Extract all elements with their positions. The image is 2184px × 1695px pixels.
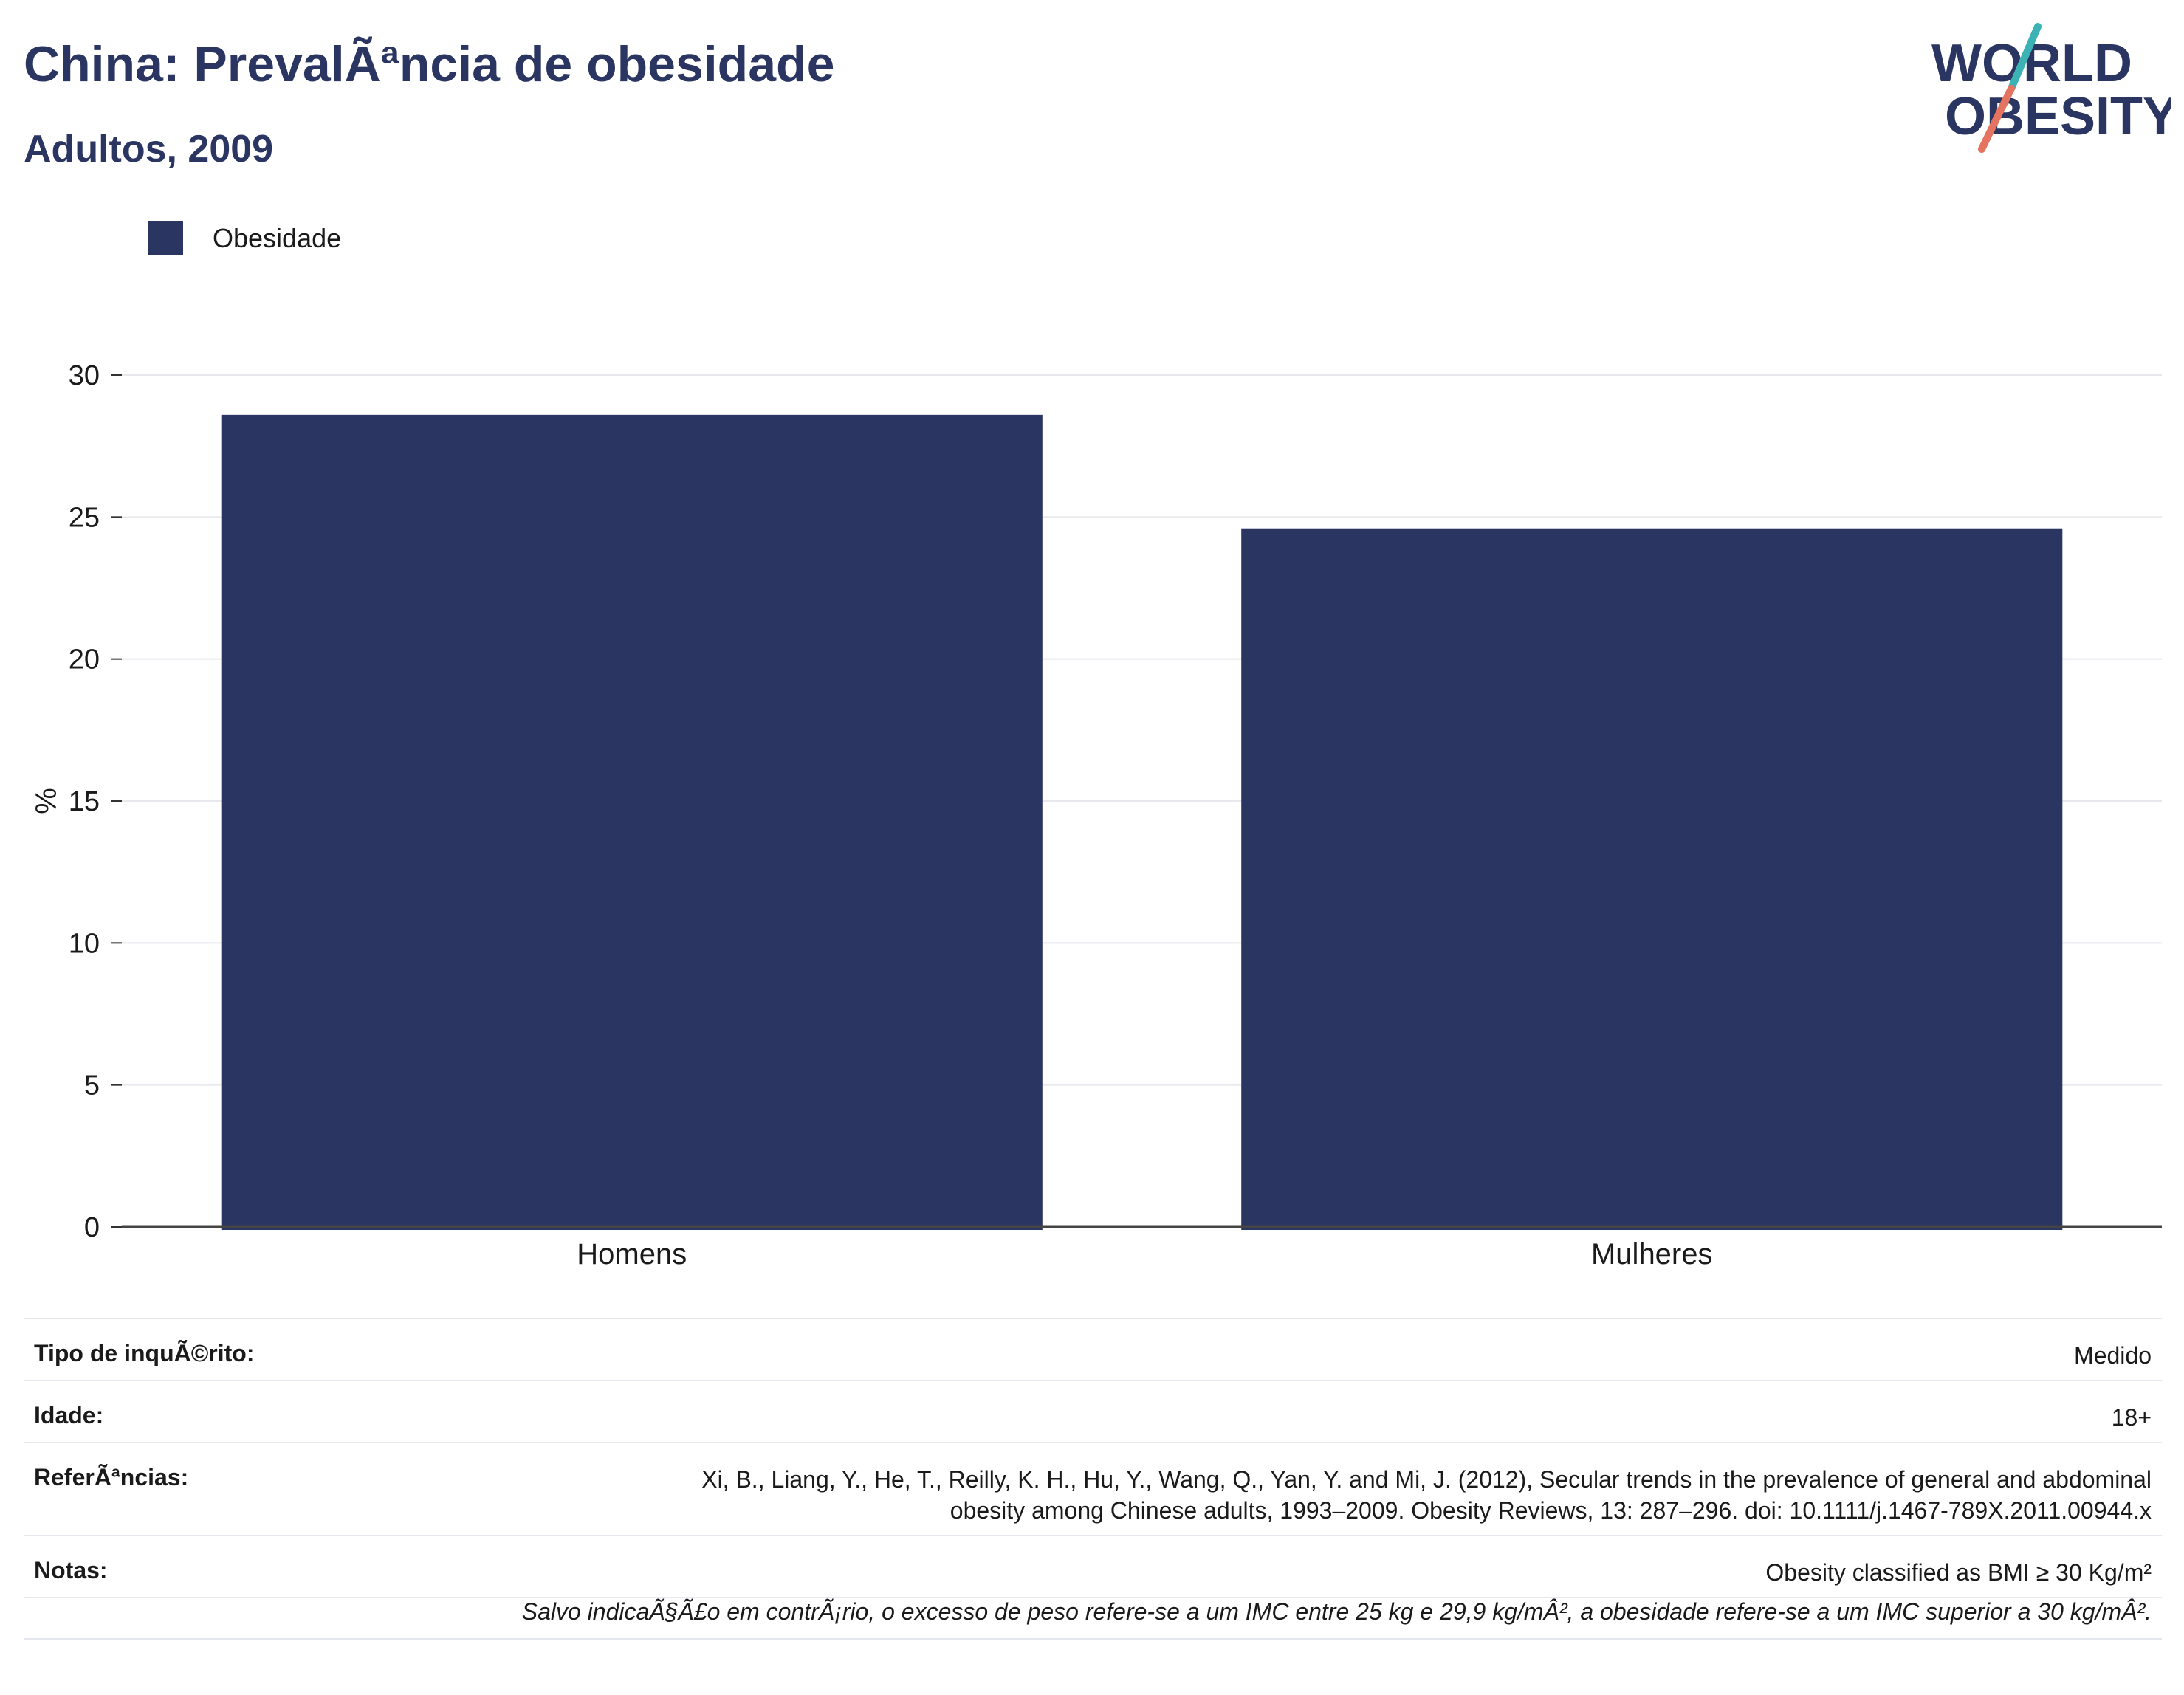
references-value: Xi, B., Liang, Y., He, T., Reilly, K. H.… — [354, 1442, 2162, 1536]
references-line-1: Xi, B., Liang, Y., He, T., Reilly, K. H.… — [701, 1466, 2152, 1493]
info-row-notes: Notas: Obesity classified as BMI ≥ 30 Kg… — [24, 1535, 2162, 1598]
bar-chart: 0 5 10 15 20 25 30% Homens Mulheres — [30, 360, 2162, 1271]
y-tick-label-30: 30 — [69, 360, 100, 391]
y-tick-label-5: 5 — [84, 1070, 100, 1101]
info-table: Tipo de inquÃ©rito: Medido Idade: 18+ Re… — [24, 1318, 2162, 1640]
legend-label-obesidade: Obesidade — [213, 223, 342, 253]
survey-type-label: Tipo de inquÃ©rito: — [24, 1318, 354, 1381]
info-row-references: ReferÃªncias: Xi, B., Liang, Y., He, T.,… — [24, 1442, 2162, 1536]
logo-slash-teal — [2008, 23, 2042, 92]
x-tick-label-homens: Homens — [577, 1238, 687, 1271]
logo-word-obesity: OBESITY — [1945, 87, 2171, 146]
bar-homens — [221, 414, 1043, 1231]
chart-title: China: PrevalÃªncia de obesidade — [24, 36, 835, 92]
info-row-age: Idade: 18+ — [24, 1380, 2162, 1443]
y-tick-label-25: 25 — [69, 502, 100, 533]
age-label: Idade: — [24, 1380, 354, 1443]
bar-mulheres — [1241, 528, 2063, 1230]
world-obesity-logo: WORLD OBESITY — [1931, 23, 2171, 153]
x-tick-label-mulheres: Mulheres — [1591, 1238, 1713, 1271]
y-axis-title: % — [30, 788, 63, 814]
y-tick-label-20: 20 — [69, 644, 100, 675]
legend-swatch-obesidade — [148, 221, 183, 255]
y-tick-label-10: 10 — [69, 928, 100, 959]
info-row-footnote: Salvo indicaÃ§Ã£o em contrÃ¡rio, o exces… — [24, 1597, 2162, 1640]
logo-slash-coral — [1978, 85, 2015, 153]
references-label: ReferÃªncias: — [24, 1442, 354, 1536]
y-tick-label-15: 15 — [69, 786, 100, 817]
references-line-2: obesity among Chinese adults, 1993–2009.… — [950, 1497, 2152, 1524]
notes-value: Obesity classified as BMI ≥ 30 Kg/m² — [354, 1535, 2162, 1598]
age-value: 18+ — [354, 1380, 2162, 1443]
chart-subtitle: Adultos, 2009 — [24, 128, 274, 171]
survey-type-value: Medido — [354, 1318, 2162, 1381]
chart-legend: Obesidade — [148, 221, 341, 255]
footnote-text: Salvo indicaÃ§Ã£o em contrÃ¡rio, o exces… — [24, 1597, 2162, 1640]
info-row-survey-type: Tipo de inquÃ©rito: Medido — [24, 1318, 2162, 1381]
notes-label: Notas: — [24, 1535, 354, 1598]
y-tick-label-0: 0 — [84, 1212, 100, 1243]
